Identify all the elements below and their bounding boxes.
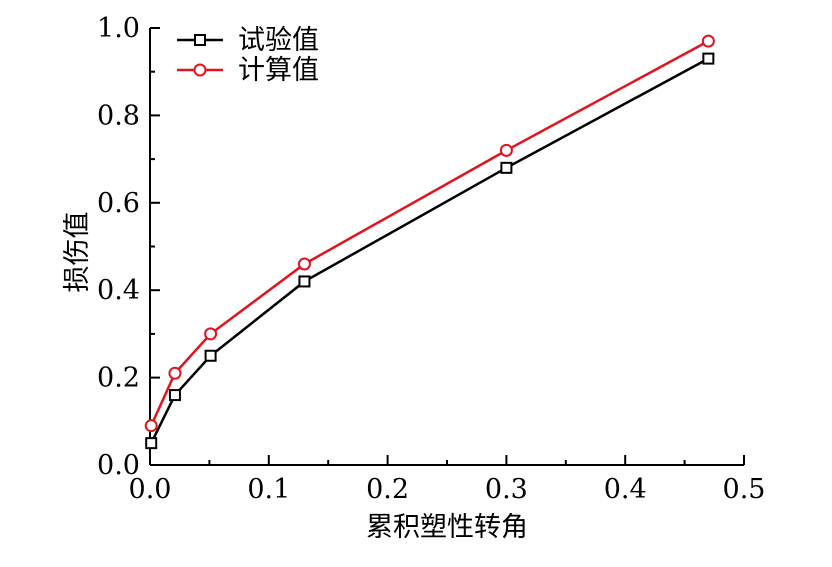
series-line bbox=[150, 40, 709, 427]
data-point bbox=[499, 143, 513, 157]
series-layer bbox=[144, 34, 715, 450]
series-line bbox=[150, 57, 709, 444]
data-point bbox=[204, 349, 217, 362]
data-point bbox=[298, 275, 311, 288]
legend-item: 试验值 bbox=[177, 25, 319, 56]
y-tick-label: 0.4 bbox=[97, 275, 140, 306]
legend-label: 计算值 bbox=[238, 55, 319, 86]
data-point bbox=[297, 257, 311, 271]
legend-swatch-marker bbox=[193, 63, 207, 77]
data-point bbox=[701, 34, 715, 48]
legend-item: 计算值 bbox=[177, 55, 319, 86]
data-point bbox=[500, 161, 513, 174]
data-point bbox=[204, 327, 218, 341]
series-1 bbox=[145, 52, 715, 450]
legend-swatch-marker bbox=[194, 34, 206, 46]
x-tick-label: 0.3 bbox=[485, 474, 528, 505]
data-point bbox=[168, 389, 181, 402]
y-axis-title: 损伤值 bbox=[62, 212, 93, 293]
y-tick-label: 0.0 bbox=[97, 450, 140, 481]
series-2 bbox=[144, 34, 715, 433]
x-tick-label: 0.0 bbox=[129, 474, 172, 505]
data-point bbox=[144, 419, 158, 433]
data-point bbox=[168, 366, 182, 380]
data-point bbox=[145, 437, 158, 450]
axes: 0.0 0.1 0.2 0.3 0.4 0.5 0.0 0.2 0.4 0.6 0.8 1.0 bbox=[97, 13, 765, 505]
x-tick-label: 0.4 bbox=[604, 474, 647, 505]
legend-label: 试验值 bbox=[238, 25, 319, 56]
x-axis-title: 累积塑性转角 bbox=[366, 512, 528, 543]
y-tick-label: 0.2 bbox=[97, 363, 140, 394]
data-point bbox=[702, 52, 715, 65]
x-tick-label: 0.5 bbox=[723, 474, 766, 505]
y-tick-label: 0.8 bbox=[97, 100, 140, 131]
x-tick-label: 0.2 bbox=[366, 474, 409, 505]
x-tick-label: 0.1 bbox=[247, 474, 290, 505]
y-tick-label: 0.6 bbox=[97, 188, 140, 219]
y-tick-label: 1.0 bbox=[97, 13, 140, 44]
